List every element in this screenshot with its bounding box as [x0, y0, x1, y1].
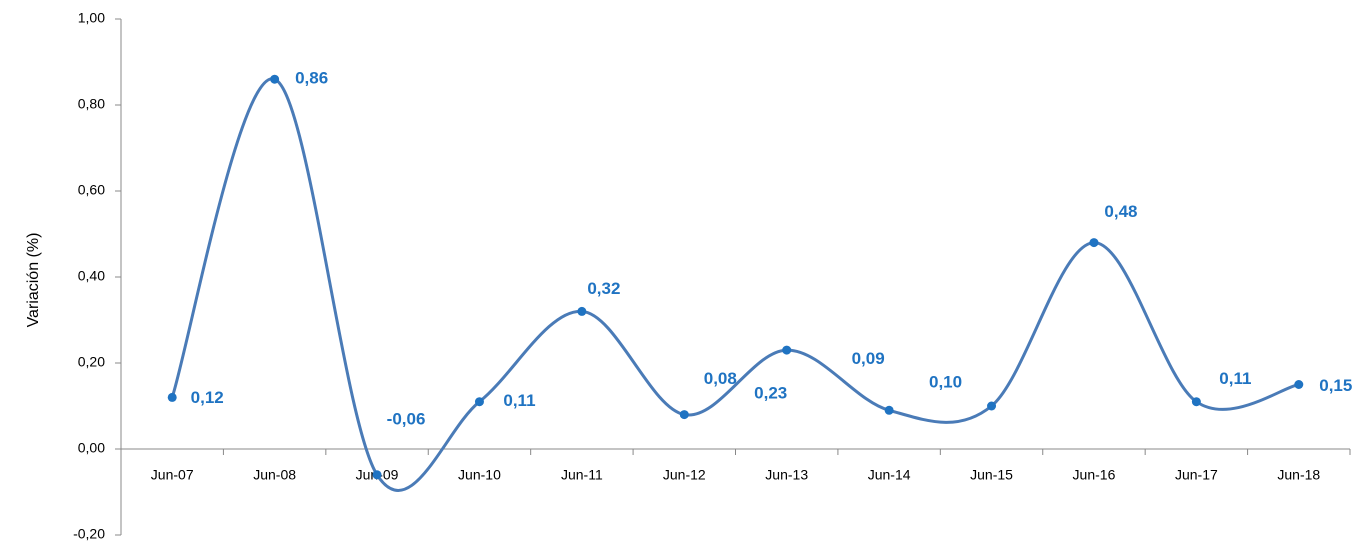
- y-tick-label: 0,80: [78, 96, 105, 112]
- point: [474, 397, 484, 407]
- x-tick-label: Jun-16: [1073, 467, 1116, 483]
- data-label: 0,23: [754, 384, 787, 403]
- point: [270, 74, 280, 84]
- point: [884, 405, 894, 415]
- x-tick-label: Jun-10: [458, 467, 501, 483]
- point: [167, 392, 177, 402]
- data-label: 0,32: [587, 279, 620, 298]
- point: [1089, 238, 1099, 248]
- y-tick-label: 0,00: [78, 440, 105, 456]
- y-tick-label: -0,20: [73, 526, 105, 542]
- y-tick-label: 0,40: [78, 268, 105, 284]
- point: [987, 401, 997, 411]
- y-axis-label: Variación (%): [25, 233, 42, 328]
- y-tick-label: 0,60: [78, 182, 105, 198]
- x-tick-label: Jun-12: [663, 467, 706, 483]
- x-tick-label: Jun-13: [765, 467, 808, 483]
- data-label: 0,10: [929, 372, 962, 391]
- x-tick-label: Jun-18: [1277, 467, 1320, 483]
- x-tick-label: Jun-17: [1175, 467, 1218, 483]
- data-label: -0,06: [387, 409, 426, 428]
- data-label: 0,11: [1219, 369, 1251, 388]
- data-label: 0,12: [191, 388, 224, 407]
- point: [577, 306, 587, 316]
- line: [170, 77, 1300, 492]
- y-tick-label: 0,20: [78, 354, 105, 370]
- data-label: 0,15: [1319, 376, 1352, 395]
- data-label: 0,48: [1104, 202, 1137, 221]
- x-tick-label: Jun-08: [253, 467, 296, 483]
- x-tick-label: Jun-14: [868, 467, 911, 483]
- point: [1294, 380, 1304, 389]
- data-label: 0,86: [295, 69, 328, 88]
- point: [1191, 397, 1201, 407]
- point: [782, 345, 792, 355]
- point: [679, 410, 689, 420]
- y-tick-label: 1,00: [78, 10, 105, 26]
- x-tick-label: Jun-07: [151, 467, 194, 483]
- x-tick-label: Jun-11: [561, 467, 603, 483]
- point: [372, 470, 382, 480]
- data-label: 0,08: [704, 369, 737, 388]
- data-label: 0,09: [852, 349, 885, 368]
- x-tick-label: Jun-15: [970, 467, 1013, 483]
- data-label: 0,11: [503, 391, 535, 410]
